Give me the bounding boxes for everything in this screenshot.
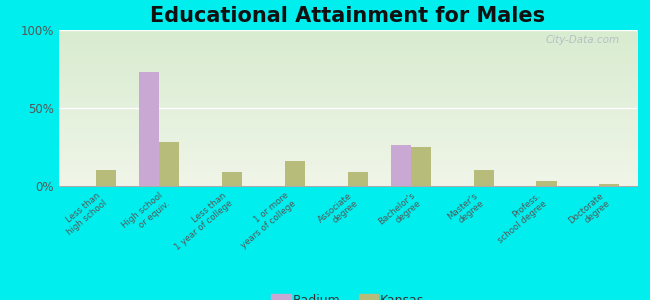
Bar	[599, 184, 619, 186]
Bar	[536, 181, 556, 186]
Bar	[139, 72, 159, 186]
Bar	[222, 172, 242, 186]
Bar	[473, 170, 493, 186]
Bar	[96, 170, 116, 186]
Bar	[285, 161, 305, 186]
Bar	[411, 147, 431, 186]
Text: City-Data.com: City-Data.com	[545, 35, 619, 45]
Bar	[391, 146, 411, 186]
Bar	[159, 142, 179, 186]
Title: Educational Attainment for Males: Educational Attainment for Males	[150, 6, 545, 26]
Legend: Radium, Kansas: Radium, Kansas	[266, 289, 430, 300]
Bar	[348, 172, 368, 186]
